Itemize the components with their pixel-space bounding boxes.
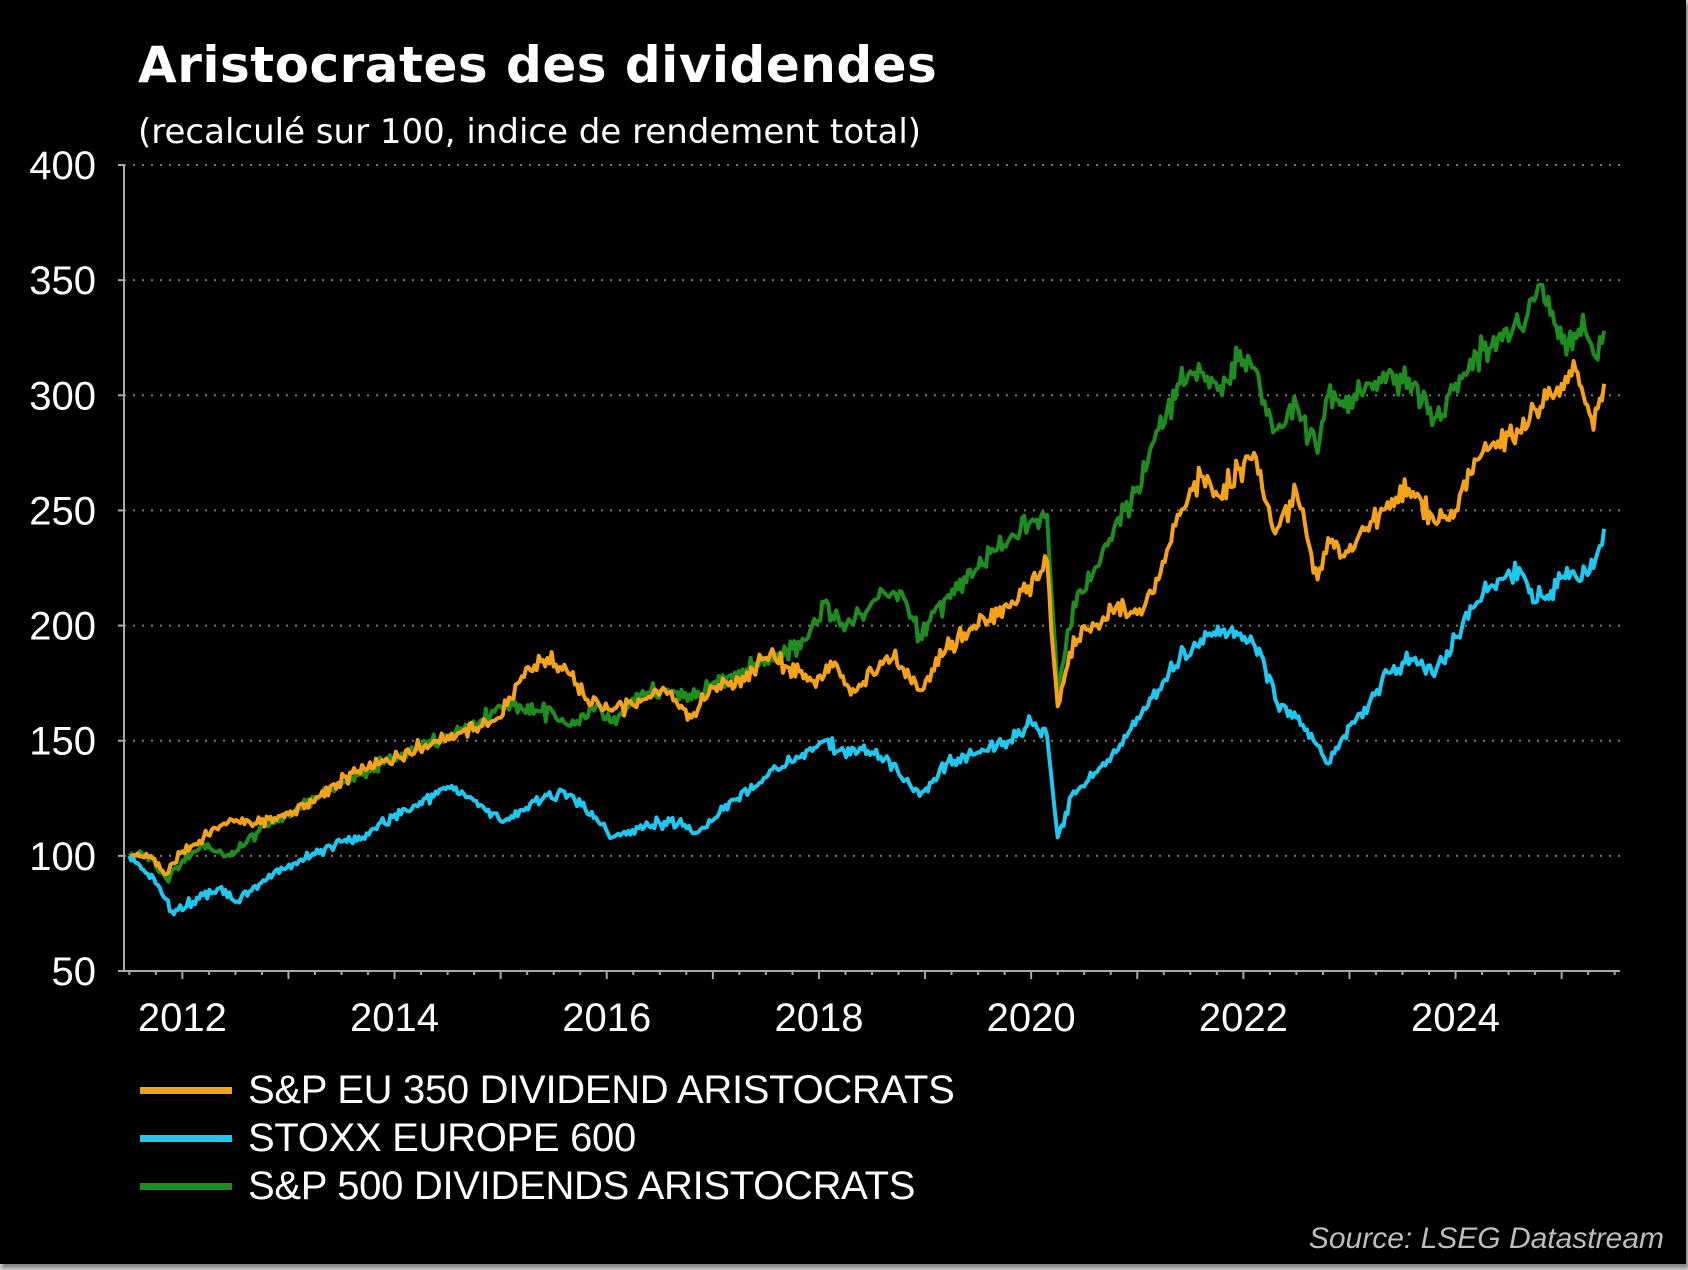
grid-lines <box>124 164 1620 857</box>
source-note: Source: LSEG Datastream <box>1308 1222 1664 1255</box>
line-chart: 50 100 150 200 250 300 350 400 2012 2014 2016 2018… <box>29 144 1620 1040</box>
y-tick-label: 250 <box>29 489 96 533</box>
y-tick-label: 300 <box>29 374 96 418</box>
y-tick-label: 200 <box>29 605 96 649</box>
legend-label: S&P 500 DIVIDENDS ARISTOCRATS <box>248 1163 916 1208</box>
legend-label: S&P EU 350 DIVIDEND ARISTOCRATS <box>248 1067 955 1112</box>
legend-label: STOXX EUROPE 600 <box>248 1115 636 1160</box>
legend-item: STOXX EUROPE 600 <box>140 1114 954 1162</box>
series-lines <box>127 282 1607 917</box>
series-line <box>127 528 1607 917</box>
x-tick-label: 2022 <box>1199 996 1288 1040</box>
legend-swatch <box>140 1182 232 1190</box>
legend-swatch <box>140 1134 232 1142</box>
y-tick-label: 350 <box>29 259 96 303</box>
chart-subtitle: (recalculé sur 100, indice de rendement … <box>138 112 922 152</box>
x-tick-label: 2014 <box>350 996 439 1040</box>
x-tick-label: 2016 <box>562 996 651 1040</box>
x-axis-ticks: 2012 2014 2016 2018 2020 2022 2024 <box>128 971 1616 1040</box>
axes <box>123 165 1620 972</box>
y-tick-label: 100 <box>29 835 96 879</box>
x-tick-label: 2018 <box>774 996 863 1040</box>
series-line <box>128 359 1607 877</box>
y-tick-label: 400 <box>29 144 96 188</box>
y-axis-ticks: 50 100 150 200 250 300 350 400 <box>29 144 124 994</box>
legend-swatch <box>140 1086 232 1094</box>
legend-item: S&P EU 350 DIVIDEND ARISTOCRATS <box>140 1066 955 1114</box>
chart-title: Aristocrates des dividendes <box>138 36 938 94</box>
legend: S&P EU 350 DIVIDEND ARISTOCRATS STOXX EUR… <box>140 1066 955 1210</box>
y-tick-label: 150 <box>29 720 96 764</box>
x-tick-label: 2024 <box>1411 996 1500 1040</box>
x-tick-label: 2020 <box>987 996 1076 1040</box>
legend-item: S&P 500 DIVIDENDS ARISTOCRATS <box>140 1162 954 1210</box>
x-tick-label: 2012 <box>138 996 227 1040</box>
series-line <box>127 282 1607 884</box>
y-tick-label: 50 <box>52 950 97 994</box>
